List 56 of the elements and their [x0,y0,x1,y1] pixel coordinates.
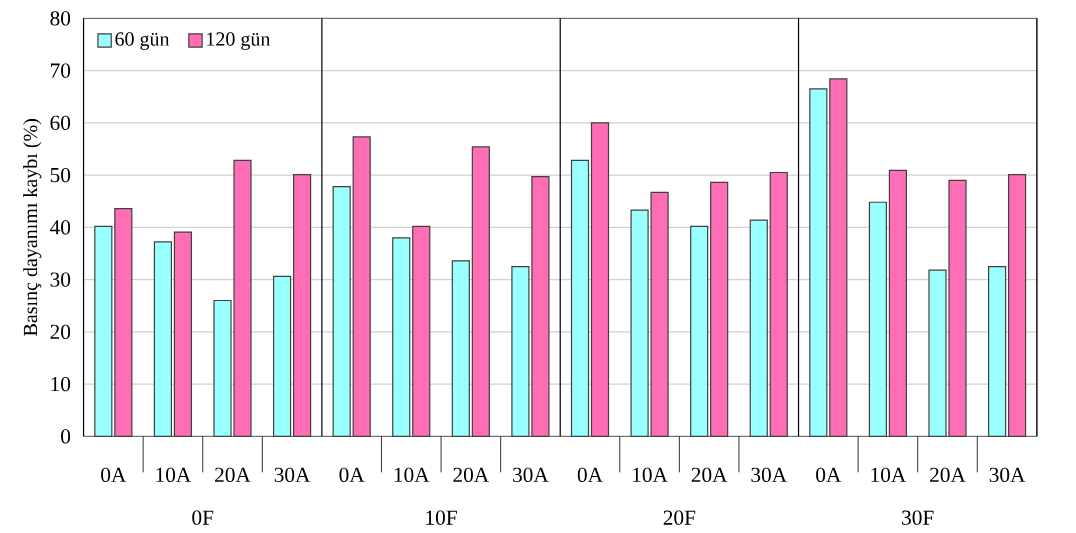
y-tick-label: 60 [50,115,71,130]
legend-label: 120 gün [207,32,271,50]
x-tick-label: 20A [930,467,966,482]
x-tick-label: 20A [691,467,728,482]
bar [809,88,828,437]
x-tick-label: 0A [101,467,127,482]
x-tick-label: 0A [339,467,365,482]
x-tick-label: 10A [633,467,668,482]
bar [153,241,173,437]
bar [769,171,788,437]
x-tick-label: 30A [989,467,1026,482]
bar [690,225,709,437]
y-tick-label: 50 [50,167,71,183]
bar [352,136,371,437]
x-tick-label: 30A [274,467,311,482]
bar [1007,173,1027,437]
bar [392,237,411,437]
y-tick-label: 40 [50,220,71,235]
y-tick-label: 70 [50,63,71,78]
x-tick-label: 10A [156,467,192,482]
text: 10F [426,510,457,525]
bar [173,231,193,437]
bar [292,173,312,437]
bar [451,260,470,437]
bar [570,159,590,437]
y-tick-label: 80 [50,11,71,26]
bar [987,265,1007,437]
bar [114,207,133,437]
bar [471,146,490,437]
bar [749,219,768,437]
bar [94,225,113,437]
bar [829,78,848,437]
x-tick-label: 10A [394,467,430,482]
bar [888,169,908,437]
x-tick-label: 10A [871,467,907,482]
y-tick-label: 30 [50,272,71,287]
bar [272,275,292,437]
x-tick-label: 0A [577,467,603,482]
text: 20F [663,510,696,525]
text: 0F [192,510,214,525]
x-tick-label: 0A [816,467,842,482]
legend-label: 60 gün [115,32,170,50]
x-tick-label: 30A [751,467,787,482]
bar [710,181,729,437]
x-tick-label: 30A [513,467,549,482]
x-tick-label: 20A [215,467,251,482]
text: 30F [902,510,934,525]
bar [332,185,351,437]
bar [412,225,431,437]
y-tick-label: 20 [50,324,71,339]
bar [590,122,610,437]
y-axis-title: Basınç dayanımı kaybı (%) [23,118,42,336]
bar [868,201,888,437]
x-tick-label: 20A [453,467,490,482]
y-tick-label: 0 [61,428,71,444]
y-tick-label: 10 [51,376,71,392]
